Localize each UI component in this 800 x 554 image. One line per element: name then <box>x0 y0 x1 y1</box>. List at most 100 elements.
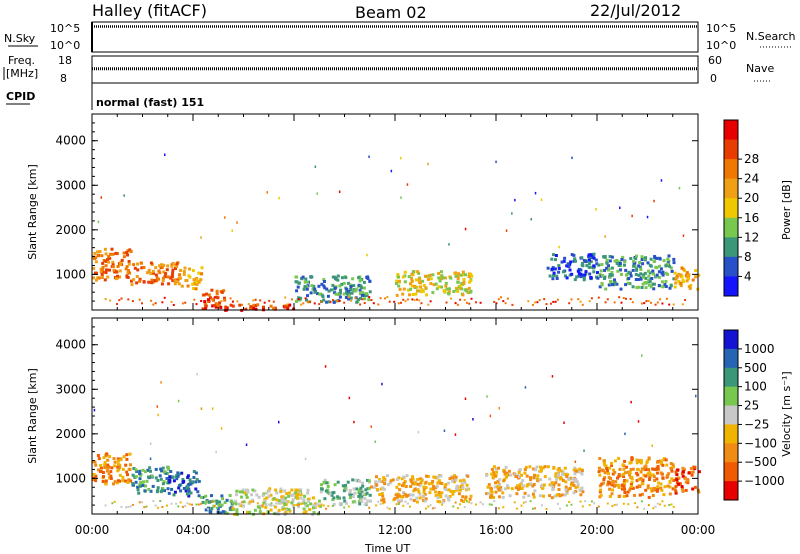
time-tick-label: 00:00 <box>75 523 110 537</box>
power-echo-cell <box>659 267 663 271</box>
power-echo-cell <box>320 300 323 303</box>
velocity-echo-cell <box>617 485 621 489</box>
power-echo-cell <box>587 253 591 257</box>
power-echo-cell <box>413 299 416 302</box>
velocity-echo-cell <box>415 500 419 504</box>
power-echo-cell <box>162 270 166 274</box>
power-echo-cell <box>419 290 423 294</box>
velocity-echo-cell <box>669 462 673 465</box>
power-echo-cell <box>179 269 183 272</box>
velocity-echo-cell <box>176 471 180 475</box>
power-echo-cell <box>674 276 678 280</box>
nave-tick-low: 0 <box>710 72 717 85</box>
velocity-echo-cell <box>424 480 428 484</box>
power-ytick-label: 3000 <box>55 178 86 192</box>
velocity-echo-cell <box>343 486 347 490</box>
velocity-echo-cell <box>104 479 108 483</box>
velocity-echo-cell <box>279 489 283 493</box>
velocity-echo-cell <box>624 465 628 469</box>
power-echo-cell <box>331 275 335 279</box>
power-echo-cell <box>645 300 648 303</box>
power-echo-cell <box>108 252 112 256</box>
velocity-echo-cell <box>303 494 307 498</box>
velocity-echo-cell <box>676 482 680 486</box>
velocity-echo-cell <box>357 490 361 494</box>
velocity-echo-cell <box>647 456 651 460</box>
velocity-echo-cell <box>269 503 273 507</box>
velocity-echo-cell <box>163 489 166 493</box>
power-colorbar-swatch <box>724 139 738 160</box>
velocity-echo-cell <box>304 457 307 461</box>
velocity-echo-cell <box>129 505 132 508</box>
velocity-echo-cell <box>556 474 560 478</box>
velocity-echo-cell <box>149 442 152 445</box>
velocity-echo-cell <box>106 466 110 470</box>
power-echo-cell <box>99 270 103 274</box>
velocity-echo-cell <box>674 491 678 495</box>
power-echo-cell <box>664 285 668 288</box>
power-echo-cell <box>150 281 154 285</box>
power-echo-cell <box>669 284 673 288</box>
power-echo-cell <box>511 303 514 306</box>
velocity-echo-cell <box>630 485 634 488</box>
power-echo-cell <box>368 296 371 299</box>
velocity-echo-cell <box>152 500 155 503</box>
power-echo-cell <box>629 274 633 278</box>
velocity-echo-cell <box>431 484 435 488</box>
velocity-echo-cell <box>527 494 531 498</box>
velocity-echo-cell <box>462 478 466 482</box>
velocity-echo-cell <box>452 505 455 508</box>
velocity-echo-cell <box>246 490 250 494</box>
power-echo-cell <box>161 279 165 283</box>
power-echo-cell <box>682 280 685 284</box>
power-echo-cell <box>666 262 670 266</box>
velocity-echo-cell <box>581 490 585 494</box>
velocity-echo-cell <box>520 487 524 490</box>
power-echo-cell <box>647 300 650 302</box>
power-echo-cell <box>291 298 293 301</box>
velocity-echo-cell <box>542 494 545 498</box>
power-echo-cell <box>249 305 253 309</box>
velocity-echo-cell <box>351 478 355 482</box>
power-echo-cell <box>625 297 627 300</box>
velocity-echo-cell <box>598 457 602 460</box>
power-echo-cell <box>597 296 600 299</box>
velocity-echo-cell <box>409 485 413 488</box>
velocity-echo-cell <box>397 503 400 505</box>
power-echo-cell <box>215 292 219 296</box>
power-echo-cell <box>646 261 650 265</box>
velocity-echo-cell <box>149 457 152 460</box>
power-echo-cell <box>349 288 353 291</box>
velocity-echo-cell <box>141 501 143 504</box>
velocity-echo-cell <box>681 474 685 478</box>
velocity-echo-cell <box>195 478 199 482</box>
velocity-echo-cell <box>253 508 257 512</box>
velocity-echo-cell <box>186 474 190 478</box>
velocity-echo-cell <box>336 495 340 499</box>
power-echo-cell <box>550 302 552 305</box>
velocity-echo-cell <box>386 483 390 486</box>
velocity-echo-cell <box>602 481 605 485</box>
power-echo-cell <box>580 263 584 267</box>
power-echo-cell <box>655 256 659 260</box>
velocity-echo-cell <box>452 474 456 478</box>
velocity-echo-cell <box>413 487 417 491</box>
velocity-echo-cell <box>635 471 639 475</box>
power-echo-cell <box>114 251 118 255</box>
power-echo-cell <box>93 251 97 255</box>
power-echo-cell <box>558 245 560 249</box>
freq-unit-label: [MHz] <box>6 67 38 80</box>
velocity-echo-cell <box>561 472 565 476</box>
power-echo-cell <box>354 296 357 299</box>
power-echo-cell <box>101 261 105 265</box>
power-echo-cell <box>138 279 142 283</box>
power-echo-cell <box>358 292 362 296</box>
velocity-echo-cell <box>494 490 498 494</box>
power-echo-cell <box>651 282 655 286</box>
power-echo-cell <box>409 287 413 291</box>
power-echo-cell <box>504 302 507 305</box>
power-echo-cell <box>195 282 199 286</box>
velocity-echo-cell <box>295 504 298 506</box>
power-echo-cell <box>619 268 622 272</box>
power-echo-cell <box>610 266 614 270</box>
